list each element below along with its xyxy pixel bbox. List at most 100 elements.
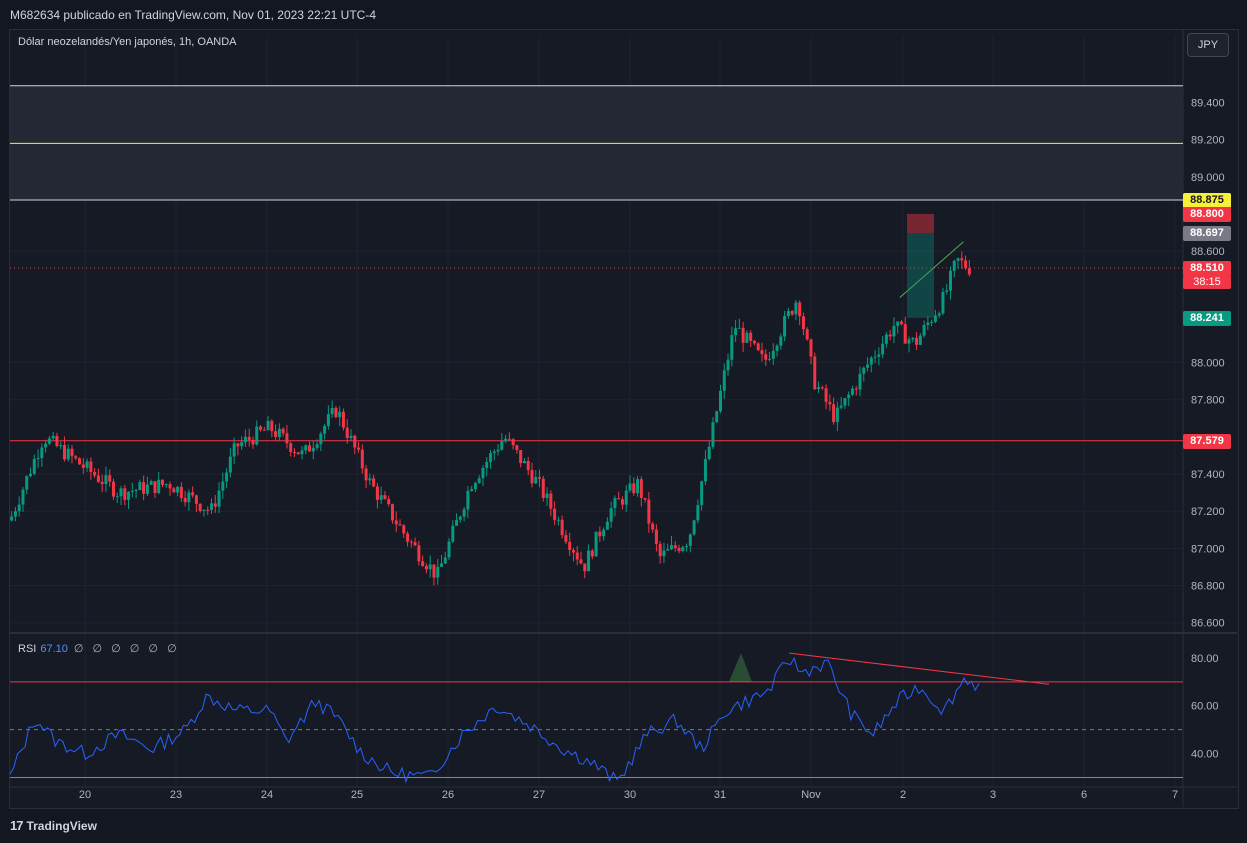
candle-body	[455, 519, 459, 526]
candle-body	[142, 482, 146, 494]
candle-body	[779, 336, 783, 346]
candle-body	[17, 504, 21, 512]
candle-body	[443, 557, 447, 564]
candle-body	[809, 339, 813, 357]
candle-body	[624, 490, 628, 505]
candle-body	[78, 458, 82, 465]
publish-line: M682634 publicado en TradingView.com, No…	[10, 8, 377, 22]
candle-body	[406, 533, 410, 542]
candle-body	[149, 481, 153, 485]
candle-body	[349, 435, 353, 438]
candle-body	[654, 529, 658, 544]
candle-body	[873, 356, 877, 358]
candle-body	[157, 479, 161, 493]
candle-body	[688, 534, 692, 546]
candle-body	[918, 335, 922, 345]
time-tick-label: 20	[79, 789, 91, 801]
candle-body	[213, 503, 217, 507]
candle-body	[741, 327, 745, 343]
candle-body	[210, 503, 214, 511]
candle-body	[892, 325, 896, 337]
candle-body	[896, 321, 900, 326]
candle-body	[390, 504, 394, 521]
time-tick-label: 2	[900, 789, 906, 801]
candle-body	[44, 443, 48, 448]
candle-body	[93, 471, 97, 476]
candle-body	[183, 497, 187, 503]
candle-body	[711, 422, 715, 447]
candle-body	[198, 503, 202, 511]
candle-body	[172, 488, 176, 493]
candle-body	[948, 270, 952, 291]
candle-body	[511, 439, 515, 446]
rsi-label: RSI	[18, 643, 37, 655]
candle-body	[424, 565, 428, 570]
candle-body	[119, 488, 123, 497]
price-tick-label: 87.200	[1191, 506, 1225, 518]
candle-body	[571, 549, 575, 553]
candle-body	[221, 481, 225, 491]
candle-body	[613, 498, 617, 509]
candle-body	[251, 439, 255, 445]
candle-body	[824, 388, 828, 402]
candle-body	[127, 491, 131, 500]
candle-body	[730, 335, 734, 360]
candle-body	[899, 321, 903, 325]
candle-body	[960, 258, 964, 261]
candle-body	[839, 405, 843, 408]
candle-body	[89, 461, 93, 472]
candle-body	[515, 445, 519, 451]
candle-body	[243, 436, 247, 443]
candle-body	[123, 488, 127, 500]
candle-body	[496, 449, 500, 452]
candle-body	[858, 373, 862, 390]
candle-body	[62, 445, 66, 460]
candle-body	[308, 445, 312, 452]
candle-body	[470, 489, 474, 491]
candle-body	[907, 339, 911, 344]
candle-body	[884, 334, 888, 344]
candle-body	[29, 473, 33, 477]
candle-body	[764, 354, 768, 360]
time-tick-label: 30	[624, 789, 636, 801]
candle-body	[620, 499, 624, 505]
candle-body	[519, 450, 523, 464]
price-tag: 88.875	[1183, 193, 1231, 208]
candle-body	[703, 459, 707, 482]
time-tick-label: 27	[533, 789, 545, 801]
candle-body	[323, 426, 327, 434]
candle-body	[130, 490, 134, 492]
price-tick-label: 88.000	[1191, 358, 1225, 370]
candle-body	[232, 443, 236, 457]
tradingview-footer[interactable]: 17 TradingView	[10, 818, 97, 833]
candle-body	[13, 511, 17, 517]
candle-body	[421, 561, 425, 566]
candle-body	[300, 450, 304, 455]
candle-body	[228, 456, 232, 473]
candle-body	[353, 435, 357, 448]
candle-body	[847, 394, 851, 399]
candle-body	[564, 535, 568, 542]
price-tick-label: 89.000	[1191, 172, 1225, 184]
candle-body	[862, 367, 866, 374]
candle-body	[850, 388, 854, 395]
candle-body	[930, 321, 934, 323]
candle-body	[111, 481, 115, 497]
candle-body	[813, 356, 817, 390]
rsi-line	[9, 656, 980, 784]
candle-body	[160, 479, 164, 485]
candle-body	[447, 541, 451, 558]
candle-body	[722, 370, 726, 391]
price-tick-label: 87.400	[1191, 469, 1225, 481]
candle-body	[568, 541, 572, 550]
rsi-tick-label: 80.00	[1191, 653, 1219, 665]
candle-body	[104, 475, 108, 485]
candle-body	[372, 478, 376, 487]
candle-body	[685, 545, 689, 548]
candle-body	[341, 411, 345, 428]
currency-button[interactable]: JPY	[1187, 33, 1229, 57]
candle-body	[409, 541, 413, 543]
candle-body	[522, 461, 526, 464]
candle-body	[387, 498, 391, 505]
